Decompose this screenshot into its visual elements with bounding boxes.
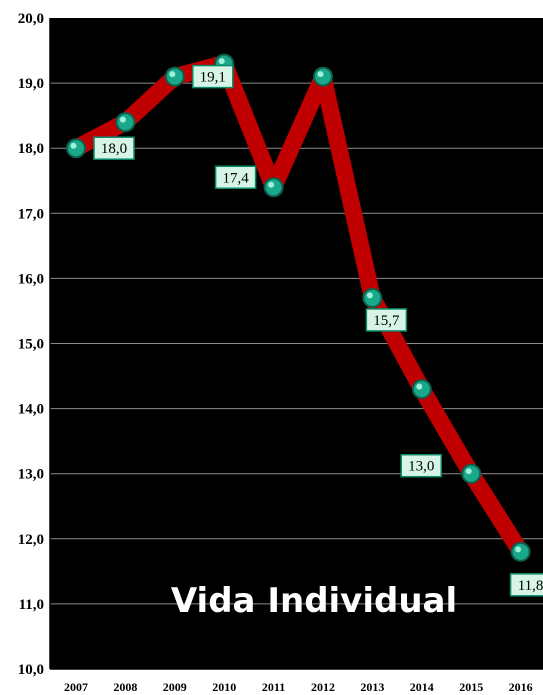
data-point-highlight: [268, 181, 275, 188]
chart-title: Vida Individual: [171, 581, 457, 621]
y-tick-label: 18,0: [18, 141, 44, 157]
y-tick-label: 19,0: [18, 76, 44, 92]
data-point: [461, 463, 482, 484]
data-label-text: 18,0: [101, 141, 127, 157]
x-tick-label: 2008: [113, 680, 137, 694]
data-point: [313, 66, 333, 87]
y-tick-label: 10,0: [18, 662, 44, 678]
y-tick-label: 14,0: [18, 402, 44, 418]
data-point: [66, 138, 86, 159]
data-labels: 18,0 19,1 17,4 15,7 13,0 11,8: [93, 64, 543, 597]
data-point-fill: [166, 68, 183, 85]
data-point-fill: [413, 381, 430, 398]
x-axis-tick-labels: 2007 2008 2009 2010 2011 2012 2013 2014 2015 2016: [64, 680, 533, 694]
data-label-text: 19,1: [200, 70, 226, 86]
x-tick-label: 2010: [212, 680, 236, 694]
y-tick-label: 15,0: [18, 337, 44, 353]
x-tick-label: 2011: [262, 680, 285, 694]
y-axis-tick-labels: 10,0 11,0 12,0 13,0 14,0 15,0 16,0 17,0 18,0 19,0…: [18, 11, 44, 678]
data-label: 17,4: [214, 165, 257, 190]
data-point: [164, 66, 185, 87]
series-line: [67, 55, 530, 561]
data-label-text: 17,4: [222, 170, 249, 186]
data-point: [411, 379, 432, 400]
data-point-fill: [463, 465, 480, 482]
data-point-highlight: [218, 58, 225, 65]
data-label: 11,8: [509, 573, 543, 597]
data-label: 18,0: [93, 136, 135, 160]
y-tick-label: 16,0: [18, 271, 44, 287]
data-point-highlight: [119, 116, 126, 123]
data-markers: [66, 53, 531, 562]
y-tick-label: 12,0: [18, 532, 44, 548]
data-point-highlight: [465, 468, 472, 475]
y-tick-label: 20,0: [18, 11, 44, 27]
data-point-fill: [117, 114, 134, 131]
data-label-text: 11,8: [518, 578, 543, 594]
x-tick-label: 2013: [360, 680, 384, 694]
y-tick-label: 11,0: [19, 597, 44, 613]
data-point-highlight: [515, 546, 522, 553]
data-point-fill: [265, 179, 282, 196]
data-point: [362, 287, 383, 308]
y-tick-label: 17,0: [18, 206, 44, 222]
data-label-box: [365, 308, 408, 332]
data-label-box: [509, 573, 543, 597]
data-label-box: [93, 136, 135, 160]
x-tick-label: 2012: [311, 680, 335, 694]
data-point: [263, 177, 284, 198]
y-tick-label: 13,0: [18, 467, 44, 483]
data-point: [510, 541, 531, 562]
x-tick-label: 2014: [410, 680, 434, 694]
data-label: 19,1: [192, 64, 234, 89]
data-label-text: 15,7: [373, 313, 400, 329]
data-point-fill: [68, 140, 84, 157]
x-tick-label: 2015: [459, 680, 483, 694]
data-point-highlight: [317, 71, 324, 78]
data-point-fill: [315, 68, 331, 85]
data-label-box: [400, 453, 442, 478]
x-tick-label: 2007: [64, 680, 88, 694]
series-line-path: [67, 55, 530, 561]
data-label-box: [192, 64, 234, 89]
data-point-fill: [512, 543, 529, 560]
data-point-fill: [364, 289, 381, 306]
data-point: [115, 112, 136, 133]
data-point-highlight: [70, 142, 77, 149]
data-label: 13,0: [400, 453, 442, 478]
data-label-box: [214, 165, 257, 190]
data-point-highlight: [169, 71, 176, 78]
data-point-highlight: [416, 383, 423, 390]
data-point-highlight: [366, 292, 373, 299]
x-tick-label: 2016: [509, 680, 533, 694]
x-tick-label: 2009: [163, 680, 187, 694]
data-label: 15,7: [365, 308, 408, 332]
data-label-text: 13,0: [408, 459, 434, 475]
